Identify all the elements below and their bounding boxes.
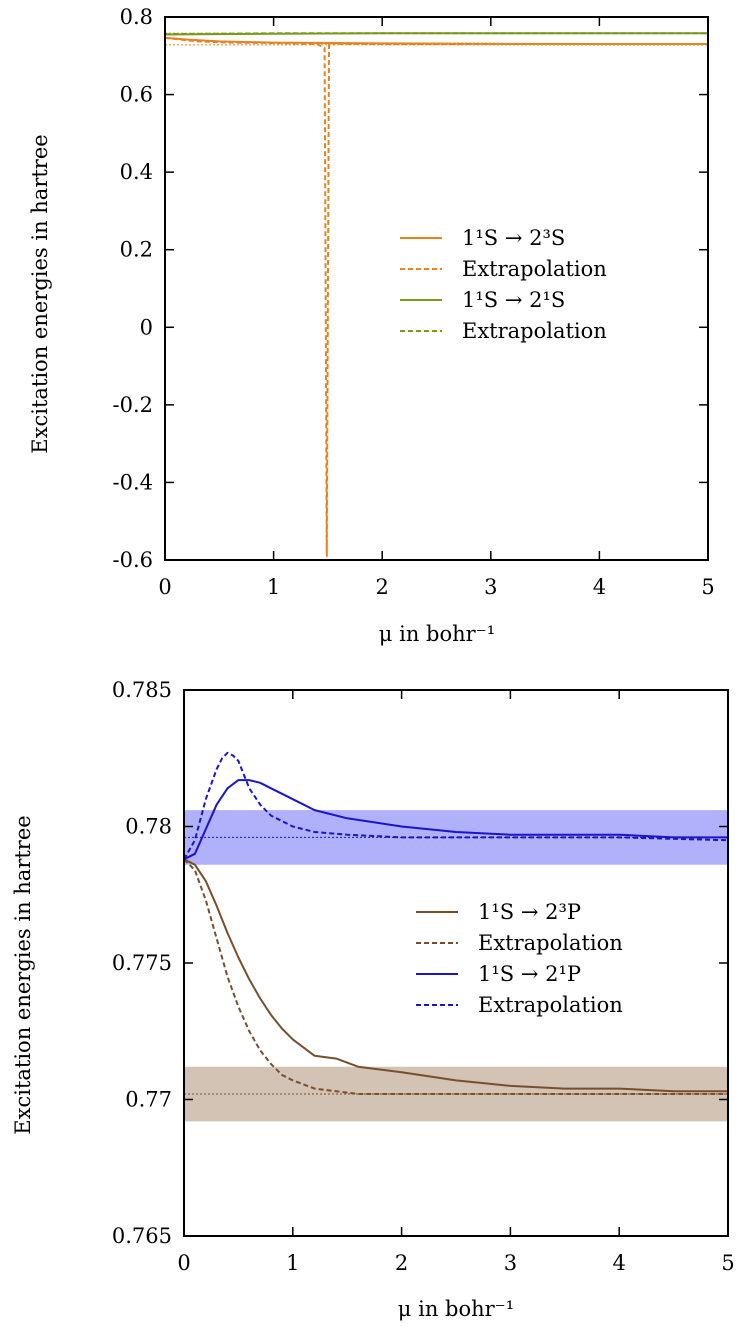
- legend-label: Extrapolation: [462, 257, 607, 281]
- legend-label: 1¹S → 2¹S: [462, 288, 565, 312]
- legend: 1¹S → 2³P Extrapolation 1¹S → 2¹P Extrapola…: [416, 900, 623, 1017]
- plot-frame: [183, 689, 729, 1237]
- y-tick-label: 0.78: [125, 815, 172, 839]
- y-tick-label: -0.2: [113, 393, 154, 417]
- bottom-x-axis-label: μ in bohr⁻¹: [398, 1297, 514, 1321]
- x-tick-label: 4: [593, 575, 606, 599]
- series-line-3: [184, 751, 728, 860]
- plot-area: [165, 32, 708, 558]
- legend-label: Extrapolation: [462, 319, 607, 343]
- y-tick-label: 0.4: [120, 160, 153, 184]
- series-line-1: [165, 36, 708, 558]
- y-tick-label: -0.6: [113, 548, 154, 572]
- series-line-2: [184, 779, 728, 861]
- y-tick-label: 0.2: [120, 238, 153, 262]
- x-tick-label: 2: [376, 575, 389, 599]
- bottom-y-axis-label: Excitation energies in hartree: [11, 815, 35, 1134]
- x-tick-label: 2: [395, 1251, 408, 1275]
- x-tick-label: 3: [484, 575, 497, 599]
- y-tick-label: 0.6: [120, 83, 153, 107]
- top-chart: Excitation energies in hartree μ in bohr…: [28, 5, 715, 646]
- plot-area: [184, 751, 728, 1122]
- legend-label: 1¹S → 2¹P: [478, 962, 581, 986]
- top-x-axis-label: μ in bohr⁻¹: [379, 622, 495, 646]
- series-line-0: [184, 858, 728, 1093]
- x-tick-label: 1: [286, 1251, 299, 1275]
- y-tick-label: -0.4: [113, 470, 154, 494]
- y-tick-label: 0.765: [112, 1224, 172, 1248]
- legend-label: Extrapolation: [478, 931, 623, 955]
- bottom-chart: Excitation energies in hartree μ in bohr…: [11, 678, 735, 1321]
- y-tick-label: 0.8: [120, 5, 153, 29]
- legend-label: 1¹S → 2³S: [462, 226, 565, 250]
- series-line-1: [184, 858, 728, 1095]
- x-tick-label: 1: [267, 575, 280, 599]
- series-line-3: [165, 32, 708, 36]
- legend: 1¹S → 2³S Extrapolation 1¹S → 2¹S Extrapola…: [400, 226, 607, 343]
- x-tick-label: 5: [701, 575, 714, 599]
- y-tick-label: 0.77: [125, 1088, 172, 1112]
- legend-label: 1¹S → 2³P: [478, 900, 581, 924]
- y-tick-label: 0: [140, 315, 153, 339]
- x-tick-label: 5: [721, 1251, 734, 1275]
- y-tick-label: 0.785: [112, 678, 172, 702]
- top-y-axis-label: Excitation energies in hartree: [28, 134, 52, 453]
- x-tick-label: 3: [504, 1251, 517, 1275]
- x-tick-label: 4: [613, 1251, 626, 1275]
- x-tick-label: 0: [158, 575, 171, 599]
- plot-frame: [164, 16, 709, 561]
- legend-label: Extrapolation: [478, 993, 623, 1017]
- y-tick-label: 0.775: [112, 951, 172, 975]
- x-tick-label: 0: [177, 1251, 190, 1275]
